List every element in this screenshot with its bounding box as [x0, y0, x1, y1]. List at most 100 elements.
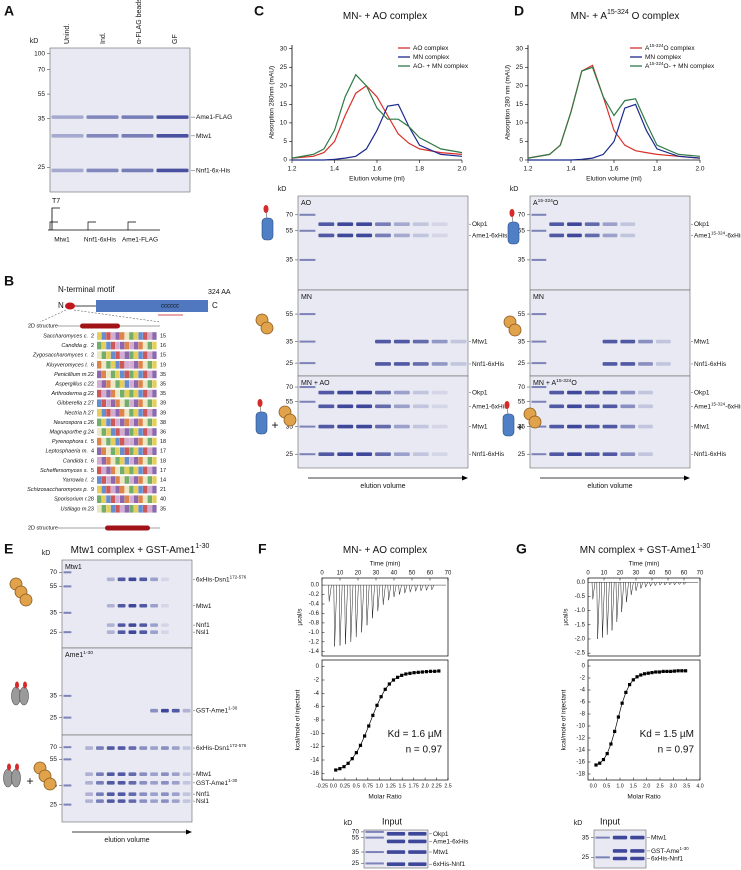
alignment-cell [133, 447, 139, 455]
protein-band [171, 772, 180, 776]
marker-label: 35 [50, 610, 58, 617]
band-label: Nsl1 [196, 798, 209, 805]
alignment-cell [138, 399, 143, 407]
text-part: Nnf1-6xHis [472, 451, 505, 458]
x-tick-label: 1.2 [523, 166, 532, 173]
alignment-cell [124, 351, 129, 359]
alignment-cell [101, 409, 106, 417]
kd-unit: kD [30, 38, 39, 45]
alignment-cell [115, 418, 120, 427]
alignment-cell [115, 361, 120, 369]
alignment-cell [129, 476, 134, 484]
alignment-cell [124, 476, 129, 484]
band-label: Okp1 [472, 221, 488, 228]
marker-label: 25 [50, 714, 58, 721]
residue-end: 38 [160, 420, 166, 426]
residue-end: 18 [160, 439, 166, 445]
protein-band [51, 134, 84, 138]
panel-title: Mtw1 complex + GST-Ame11-30 [71, 543, 210, 555]
ladder-band [365, 862, 384, 865]
alignment-cell [143, 466, 148, 475]
y-tick-label: -2.0 [575, 637, 586, 643]
superscript: 1-30 [696, 543, 710, 550]
protein-band [96, 799, 104, 803]
icon-ao-body [261, 217, 274, 241]
band-label: 6xHis-Dsn1172-576 [196, 574, 247, 583]
protein-band [584, 233, 600, 238]
marker-label: 25 [352, 860, 360, 867]
protein-band [182, 772, 191, 776]
x-axis-label: Time (min) [629, 561, 660, 568]
protein-band [393, 404, 410, 409]
residue-start: 6 [91, 458, 94, 464]
residue-start: 22 [88, 381, 94, 387]
alignment-cell [147, 361, 152, 369]
injection-peak [625, 582, 629, 603]
alignment-cell [152, 389, 157, 398]
text-part: Ame1-6xHis [433, 838, 469, 845]
alignment-cell [115, 476, 120, 484]
ladder-band [299, 386, 316, 389]
icon-stalk [506, 407, 509, 415]
gel-section [529, 195, 691, 291]
protein-band [356, 222, 373, 226]
data-point [646, 671, 650, 675]
x-tick-label: 50 [665, 571, 672, 577]
alignment-cell [120, 505, 125, 513]
protein-band [117, 792, 126, 796]
alignment-cell [97, 495, 102, 503]
alignment-cell [106, 332, 111, 340]
protein-band [602, 362, 618, 366]
text-part: 6xHis-Nnf1 [651, 855, 684, 862]
alignment-cell [97, 418, 102, 427]
icon-ame1-peptide [15, 681, 19, 689]
text-part: -6xHis [725, 232, 741, 239]
protein-band [431, 404, 448, 409]
data-point [358, 743, 363, 747]
alignment-cell [120, 447, 125, 455]
text-part: Nnf1 [196, 791, 210, 798]
promoter-label: T7 [52, 198, 60, 205]
marker-label: 35 [518, 257, 526, 264]
protein-band [431, 339, 448, 344]
protein-band [318, 404, 335, 409]
ladder-band [63, 716, 72, 719]
alignment-cell [97, 370, 102, 379]
band-label: Nnf1 [196, 791, 210, 798]
injection-peak [382, 585, 386, 605]
residue-end: 18 [160, 458, 166, 464]
y-tick-label: 0 [582, 664, 586, 670]
alignment-cell [129, 418, 134, 427]
ladder-band [595, 836, 610, 839]
y-tick-label: -1.0 [309, 630, 320, 636]
text-part: Nnf1-6xHis [694, 361, 727, 368]
alignment-cell [143, 485, 148, 494]
protein-band [549, 424, 565, 429]
alignment-cell [147, 437, 152, 446]
alignment-cell [115, 485, 120, 494]
alignment-cell [147, 418, 152, 427]
x-tick-label: 1.6 [372, 166, 381, 173]
alignment-cell [101, 389, 106, 398]
ladder-band [299, 213, 316, 216]
alignment-cell [133, 437, 139, 446]
protein-band [161, 792, 169, 796]
protein-band [602, 424, 618, 429]
text-part: MN + AO [301, 380, 330, 387]
text-part: Nnf1-6xHis [694, 451, 727, 458]
alignment-cell [120, 409, 125, 417]
alignment-cell [106, 389, 111, 398]
x-tick-label: 0.0 [330, 783, 337, 789]
alignment-cell [110, 380, 116, 388]
protein-band [121, 134, 154, 138]
x-tick-label: 3.0 [670, 783, 677, 789]
alignment-cell [124, 418, 129, 427]
icon-mn-subunit [19, 593, 33, 607]
superscript: 1-30 [195, 543, 209, 550]
protein-band [318, 233, 335, 238]
marker-label: 35 [518, 338, 526, 345]
protein-band [431, 362, 448, 366]
x-tick-label: 0.5 [603, 783, 610, 789]
injection-peak [615, 582, 620, 622]
gel-section [49, 47, 191, 193]
